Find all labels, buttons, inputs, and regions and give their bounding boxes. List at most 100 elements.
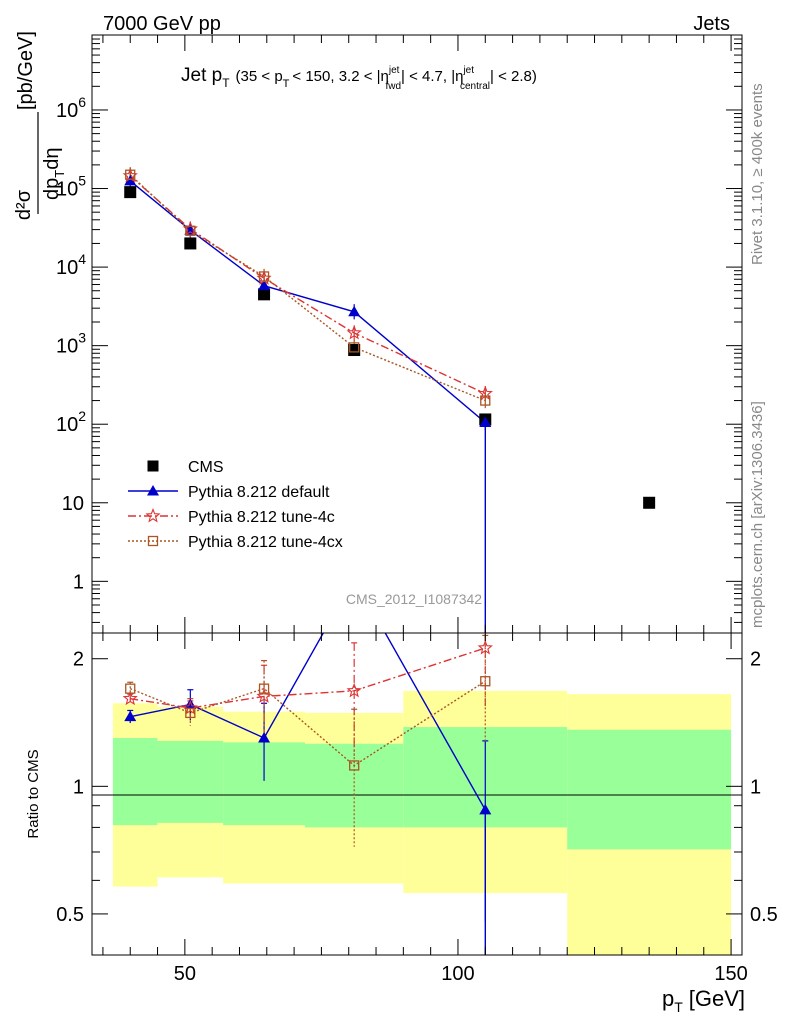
pythia-8-212-tune-4cx-ratio-point [185,707,196,719]
legend-label-pythia-8-212-tune-4cx: Pythia 8.212 tune-4cx [188,534,343,551]
ratio-y-tick-label-left: 0.5 [56,904,84,926]
legend-label-pythia-8-212-default: Pythia 8.212 default [188,484,330,501]
legend-entry-cms: CMS [147,459,224,476]
cms-point [184,237,197,250]
ratio-band-green [112,738,158,826]
pythia-8-212-tune-4c-ratio-point [122,690,138,706]
x-tick-label: 150 [714,963,747,985]
legend-label-cms: CMS [188,459,224,476]
legend-marker-pythia-8-212-default [147,485,159,496]
cms-point [124,186,137,199]
ratio-y-tick-label-right: 1 [750,776,761,798]
header-right: Jets [693,13,730,35]
pythia-8-212-default-ratio-point [124,710,137,722]
tick-base: 10 [56,257,78,279]
pythia-8-212-tune-4c-ratio-point [477,639,493,655]
y-label-den-sub: T [52,170,67,178]
pythia-8-212-default-point [124,174,137,186]
y-label-den-main: dp [41,178,63,200]
title-cond-4: | < 2.8) [490,68,537,85]
ratio-y-label: Ratio to CMS [25,749,42,838]
tick-exponent: 2 [78,408,86,424]
cms-point [643,496,656,509]
title-cond-2-sub: fwd [385,81,401,92]
pythia-8-212-tune-4cx-ratio-point [480,676,491,687]
main-y-tick-label: 106 [56,94,86,122]
cms-point [348,344,361,357]
tick-base: 10 [56,336,78,358]
ratio-band-green [157,740,224,823]
x-axis-label: pT [GeV] [662,986,745,1015]
legend-entry-pythia-8-212-tune-4c: Pythia 8.212 tune-4c [128,507,335,526]
main-y-tick-label: 104 [56,251,86,279]
legend-entry-pythia-8-212-tune-4cx: Pythia 8.212 tune-4cx [128,534,343,551]
main-y-tick-label: 103 [56,330,86,358]
plot-title: Jet pT (35 < pT < 150, 3.2 < |ηjet fwd| < 4… [181,65,537,92]
pythia-8-212-default-ratio-point [258,732,271,743]
pythia-8-212-tune-4cx-ratio-point [258,683,270,694]
pythia-8-212-default-line [129,180,486,633]
x-label-main: p [662,986,674,1011]
pythia-8-212-tune-4cx-line [129,174,486,402]
legend-label-pythia-8-212-tune-4c: Pythia 8.212 tune-4c [188,509,335,526]
main-y-tick-label: 105 [56,173,86,201]
pythia-8-212-tune-4cx-ratio-point [125,683,136,694]
tick-exponent: 6 [78,94,86,110]
pythia-8-212-tune-4cx-point [258,271,270,282]
pythia-8-212-tune-4c-ratio-point [346,682,362,698]
y-label-den-tail: dη [41,148,63,170]
title-cond-3: | < 4.7, |η [401,68,463,85]
y-label-unit: [pb/GeV] [15,31,37,110]
ratio-y-tick-label-right: 2 [750,649,761,671]
pythia-8-212-default-ratio-point [479,803,492,815]
pythia-8-212-default-point [258,279,271,291]
ratio-error-bars [127,633,489,922]
x-label-unit: [GeV] [689,986,745,1011]
ratio-band-green [567,729,732,850]
tick-base: 10 [56,179,78,201]
mcplots-label: mcplots.cern.ch [arXiv:1306.3436] [749,401,766,628]
title-cond-1: (35 < p [236,68,283,85]
tick-base: 10 [56,100,78,122]
pythia-8-212-tune-4c-point [346,324,362,340]
main-markers [122,167,656,509]
pythia-8-212-default-point [348,305,361,317]
pythia-8-212-tune-4c-ratio-line [130,647,486,709]
tick-exponent: 4 [78,251,86,267]
pythia-8-212-tune-4c-ratio-point [182,699,198,715]
pythia-8-212-default-point [479,416,492,428]
legend-marker-pythia-8-212-tune-4c [145,507,161,523]
legend-entry-pythia-8-212-default: Pythia 8.212 default [128,484,330,501]
y-axis-label: d²σ dpTdη [pb/GeV] [13,31,67,220]
pythia-8-212-tune-4cx-ratio-point [349,760,360,771]
ratio-y-tick-label-right: 0.5 [750,904,778,926]
cms-point [258,288,271,301]
title-main: Jet p [181,65,222,86]
x-tick-label: 50 [174,963,196,985]
tick-exponent: 3 [78,330,86,346]
x-axis: 50 100 150 [102,633,748,985]
ratio-bands [112,690,732,955]
legend-marker-cms [147,460,159,472]
pythia-8-212-tune-4cx-point [480,395,491,406]
title-cond-3-sub: central [460,81,490,92]
title-cond-2-sup: jet [388,65,400,76]
pythia-8-212-tune-4cx-point [185,225,196,236]
title-cond-3-sup: jet [462,65,474,76]
tick-base: 10 [56,414,78,436]
pythia-8-212-tune-4cx-point [125,169,136,180]
x-label-sub: T [674,999,683,1015]
ratio-panel: 0.5 0.5 1 1 2 2 50 100 150 Ratio to CMS [25,632,778,985]
title-cond-1-sub: T [283,78,290,90]
pythia-8-212-tune-4c-line [129,175,486,395]
y-label-den: dpTdη [41,148,67,200]
title-main-sub: T [222,76,230,90]
ratio-markers [122,639,493,815]
ratio-y-axis: 0.5 0.5 1 1 2 2 [56,649,778,956]
ratio-y-tick-label-left: 2 [73,649,84,671]
main-y-tick-label: 102 [56,408,86,436]
legend: CMS Pythia 8.212 default Pythia 8.212 tune… [128,459,343,551]
